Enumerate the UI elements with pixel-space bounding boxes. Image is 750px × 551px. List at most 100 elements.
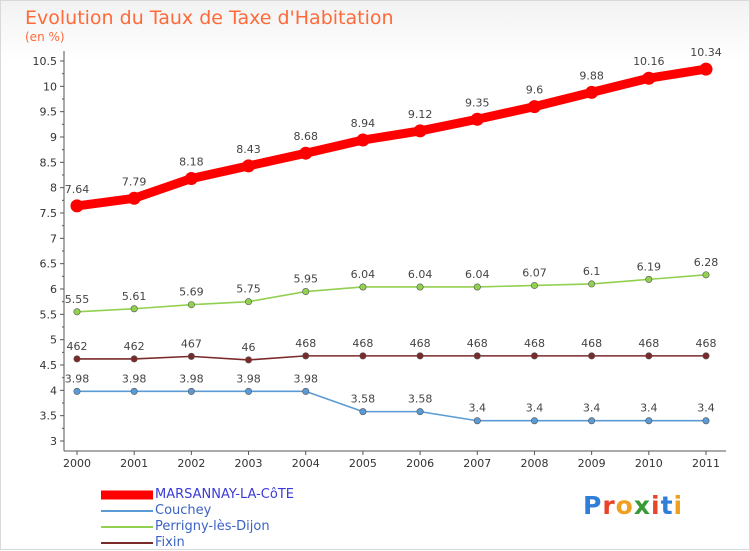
data-label: 6.04	[408, 268, 433, 281]
data-point	[702, 271, 710, 279]
proxiti-logo: Proxiti	[583, 491, 683, 520]
y-tick-label: 10	[43, 80, 57, 93]
data-label: 3.4	[640, 402, 658, 415]
data-label: 9.6	[526, 84, 544, 97]
data-label: 9.12	[408, 108, 433, 121]
data-label: 10.16	[633, 55, 665, 68]
logo-letter: o	[615, 491, 634, 520]
data-point	[588, 417, 596, 425]
data-label: 5.95	[293, 273, 318, 286]
x-tick-label: 2009	[578, 457, 606, 470]
data-label: 5.55	[65, 293, 90, 306]
data-point	[187, 301, 195, 309]
data-point	[473, 283, 481, 291]
data-label: 10.34	[690, 46, 722, 59]
data-label: 5.75	[236, 283, 261, 296]
data-point	[527, 100, 541, 114]
x-tick-label: 2004	[292, 457, 320, 470]
legend-label: Perrigny-lès-Dijon	[155, 519, 270, 534]
data-point	[588, 280, 596, 288]
data-point	[302, 352, 310, 360]
data-label: 8.18	[179, 156, 204, 169]
data-label: 9.35	[465, 96, 490, 109]
data-label: 468	[410, 337, 431, 350]
data-label: 468	[581, 337, 602, 350]
chart-title: Evolution du Taux de Taxe d'Habitation	[25, 7, 394, 29]
data-label: 8.43	[236, 143, 261, 156]
logo-letter: t	[660, 491, 674, 520]
x-tick-label: 2011	[692, 457, 720, 470]
y-tick-label: 9	[50, 131, 57, 144]
data-label: 3.58	[408, 393, 433, 406]
data-point	[73, 387, 81, 395]
data-label: 6.19	[637, 260, 662, 273]
legend-swatch	[101, 526, 153, 528]
data-label: 6.04	[465, 268, 490, 281]
data-point	[187, 387, 195, 395]
data-point	[130, 387, 138, 395]
data-point	[585, 85, 599, 99]
data-point	[416, 352, 424, 360]
data-label: 3.58	[351, 393, 376, 406]
data-point	[245, 298, 253, 306]
data-point	[299, 146, 313, 160]
legend-swatch	[101, 542, 153, 544]
y-tick-label: 5	[50, 334, 57, 347]
legend-swatch	[101, 510, 153, 512]
data-point	[530, 352, 538, 360]
chart-unit: (en %)	[25, 30, 65, 44]
data-point	[127, 191, 141, 205]
y-tick-label: 4	[50, 384, 57, 397]
data-point	[73, 308, 81, 316]
data-label: 468	[638, 337, 659, 350]
data-label: 5.69	[179, 286, 204, 299]
logo-letter: i	[651, 491, 661, 520]
data-label: 468	[696, 337, 717, 350]
data-labels-layer: 7.64 7.79 8.18 8.43 8.68 8.94 9.12 9.35 9.6 9.88 1…	[65, 46, 722, 415]
data-label: 7.64	[65, 183, 90, 196]
legend-label: Couchey	[155, 503, 212, 518]
x-tick-label: 2005	[349, 457, 377, 470]
data-label: 8.94	[351, 117, 376, 130]
data-point	[359, 283, 367, 291]
series-line-0	[72, 64, 711, 211]
data-point	[642, 71, 656, 85]
data-point	[130, 305, 138, 313]
data-point	[416, 283, 424, 291]
data-point	[245, 356, 253, 364]
y-tick-label: 6	[50, 283, 57, 296]
legend-label: MARSANNAY-LA-CôTE	[155, 487, 294, 502]
data-point	[70, 199, 84, 213]
data-point	[645, 417, 653, 425]
y-tick-label: 7.5	[40, 207, 58, 220]
data-point	[413, 124, 427, 138]
data-label: 7.79	[122, 175, 147, 188]
data-point	[356, 133, 370, 147]
data-label: 3.4	[583, 402, 601, 415]
y-tick-label: 3	[50, 435, 57, 448]
logo-letter: r	[602, 491, 616, 520]
x-tick-label: 2007	[463, 457, 491, 470]
data-point	[242, 159, 256, 173]
data-label: 462	[124, 340, 145, 353]
legend-swatch	[101, 490, 153, 500]
data-label: 6.1	[583, 265, 601, 278]
data-point	[645, 275, 653, 283]
data-label: 3.98	[236, 372, 261, 385]
data-point	[530, 281, 538, 289]
x-tick-label: 2001	[120, 457, 148, 470]
axes: 3 3.5 4 4.5 5 5.5 6 6.5 7 7.5 8 8.5 9 9.5 10 10.5 2000 20…	[33, 51, 726, 470]
data-label: 6.04	[351, 268, 376, 281]
data-point	[302, 288, 310, 296]
x-tick-label: 2002	[177, 457, 205, 470]
data-label: 6.28	[694, 256, 719, 269]
data-point	[359, 352, 367, 360]
data-label: 467	[181, 337, 202, 350]
x-tick-label: 2000	[63, 457, 91, 470]
data-label: 3.98	[293, 372, 318, 385]
data-point	[130, 355, 138, 363]
y-tick-label: 3.5	[40, 410, 58, 423]
y-tick-label: 5.5	[40, 308, 58, 321]
data-point	[645, 352, 653, 360]
series-line-1	[76, 390, 707, 422]
